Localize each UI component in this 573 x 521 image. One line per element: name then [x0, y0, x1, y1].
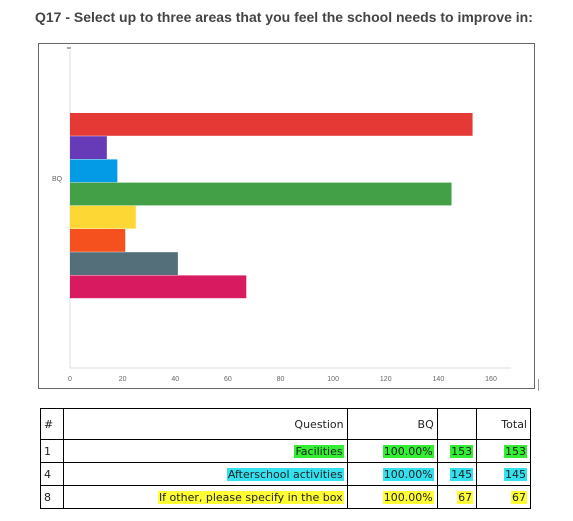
row-total: 153 [504, 444, 527, 458]
x-tick-label: 100 [327, 376, 339, 383]
header-num: # [40, 408, 64, 440]
x-tick-label: 80 [277, 376, 285, 383]
row-count: 67 [457, 490, 474, 504]
header-bq: BQ [346, 408, 438, 440]
table-row: 4 Afterschool activities 100.00% 145 145 [40, 462, 531, 486]
header-n [436, 408, 478, 440]
y-tick-label: BQ [52, 176, 63, 183]
row-num: 1 [40, 439, 64, 463]
table-header-row: # Question BQ Total [40, 408, 531, 440]
row-question: If other, please specify in the box [157, 490, 344, 504]
header-question: Question [62, 408, 348, 440]
bar [70, 159, 118, 183]
row-bq-percent: 100.00% [382, 467, 434, 481]
x-tick-label: 20 [119, 376, 127, 383]
row-bq-percent: 100.00% [382, 490, 434, 504]
bar [70, 182, 452, 206]
frame-edge-mark [538, 379, 539, 391]
header-total: Total [476, 408, 531, 440]
bar [70, 252, 178, 275]
bar [70, 275, 247, 299]
table-row: 1 Facilities 100.00% 153 153 [40, 439, 531, 463]
x-tick-label: 140 [433, 376, 445, 383]
bar [70, 205, 136, 229]
question-title: Q17 - Select up to three areas that you … [35, 9, 533, 25]
row-question: Facilities [294, 444, 344, 458]
row-count: 153 [450, 444, 474, 458]
x-tick-label: 120 [380, 376, 392, 383]
chart-frame: BQ 0 20 40 60 80 100 120 140 160 [38, 43, 535, 389]
bar-chart: BQ 0 20 40 60 80 100 120 140 160 [52, 47, 511, 383]
table-row: 8 If other, please specify in the box 10… [40, 485, 531, 509]
row-question: Afterschool activities [226, 467, 344, 481]
x-tick-label: 0 [68, 376, 72, 383]
row-total: 67 [511, 490, 527, 504]
row-count: 145 [450, 467, 474, 481]
x-tick-label: 40 [171, 376, 179, 383]
row-total: 145 [504, 467, 527, 481]
results-table: # Question BQ Total 1 Facilities 100.00%… [40, 408, 531, 509]
bar [70, 136, 107, 159]
bar [70, 113, 473, 136]
bar [70, 229, 126, 252]
x-tick-label: 160 [485, 376, 497, 383]
row-bq-percent: 100.00% [382, 444, 434, 458]
row-num: 8 [40, 485, 64, 509]
x-tick-label: 60 [224, 376, 232, 383]
row-num: 4 [40, 462, 64, 486]
